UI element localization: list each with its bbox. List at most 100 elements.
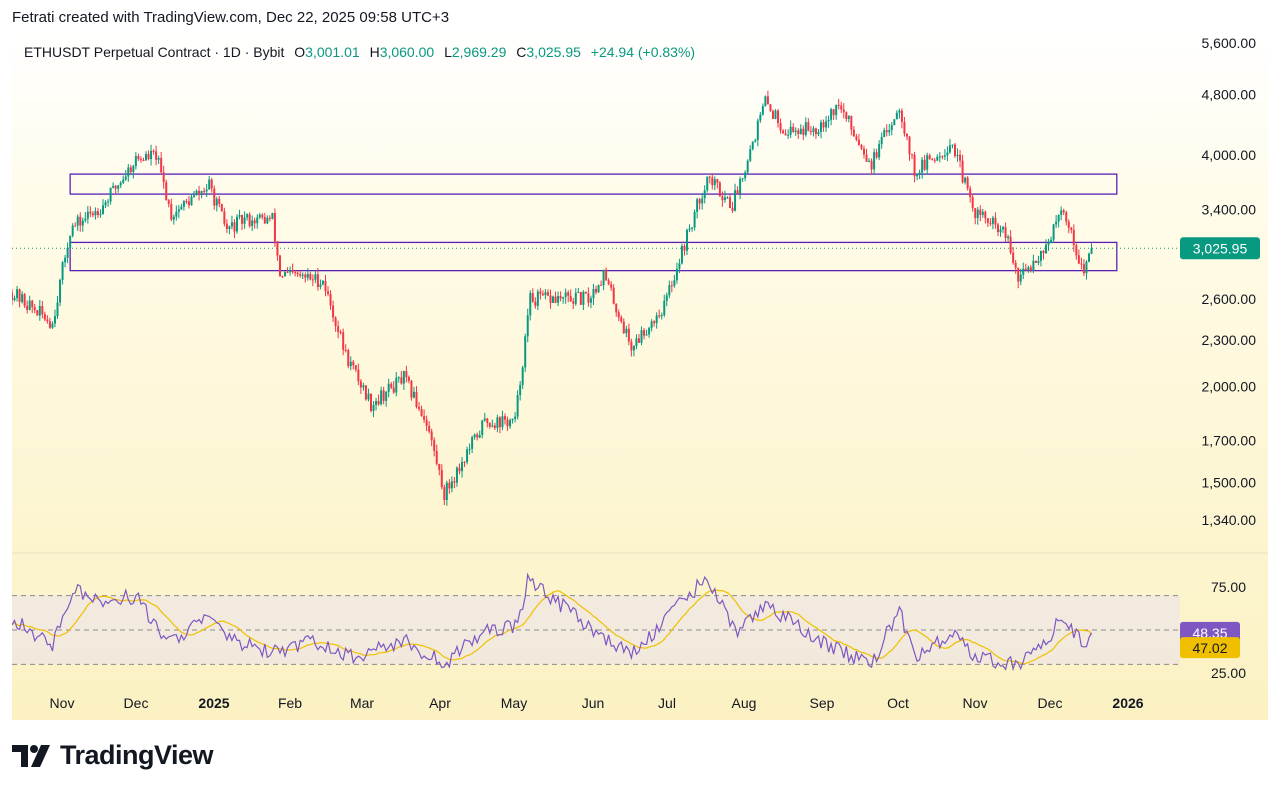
candle[interactable] (91, 211, 94, 218)
candle[interactable] (541, 290, 544, 296)
candle[interactable] (380, 386, 383, 406)
candle[interactable] (774, 109, 777, 120)
candle[interactable] (771, 109, 774, 119)
candle[interactable] (357, 363, 360, 386)
candle[interactable] (825, 115, 828, 133)
candle[interactable] (605, 267, 608, 281)
candle[interactable] (718, 181, 721, 197)
candle[interactable] (16, 285, 19, 302)
candle[interactable] (276, 241, 279, 261)
candle[interactable] (807, 118, 810, 132)
candle[interactable] (959, 149, 962, 168)
candle[interactable] (339, 329, 342, 335)
candle[interactable] (74, 222, 77, 227)
candle[interactable] (873, 148, 876, 175)
candle[interactable] (81, 217, 84, 232)
candle[interactable] (38, 300, 41, 321)
candle[interactable] (658, 309, 661, 319)
candle[interactable] (329, 290, 332, 310)
candle[interactable] (466, 446, 469, 465)
candle[interactable] (337, 320, 340, 339)
candle[interactable] (314, 270, 317, 284)
candle[interactable] (296, 271, 299, 277)
candle[interactable] (625, 325, 628, 338)
candle[interactable] (104, 200, 107, 209)
candle[interactable] (109, 187, 112, 205)
candle[interactable] (686, 228, 689, 255)
candle[interactable] (827, 115, 830, 128)
candle[interactable] (726, 196, 729, 199)
candle[interactable] (683, 243, 686, 256)
candle[interactable] (210, 177, 213, 193)
candle[interactable] (953, 142, 956, 159)
candle[interactable] (645, 329, 648, 336)
candle[interactable] (261, 213, 264, 220)
candle[interactable] (663, 294, 666, 318)
candle[interactable] (273, 208, 276, 247)
candle[interactable] (433, 437, 436, 457)
candle[interactable] (751, 141, 754, 151)
candle[interactable] (630, 338, 633, 357)
candle[interactable] (319, 279, 322, 290)
candle[interactable] (1034, 260, 1037, 264)
candle[interactable] (850, 115, 853, 136)
candle[interactable] (1065, 210, 1068, 226)
candle[interactable] (577, 287, 580, 294)
candle[interactable] (728, 194, 731, 209)
candle[interactable] (278, 254, 281, 277)
candle[interactable] (185, 198, 188, 204)
candle[interactable] (461, 457, 464, 478)
candle[interactable] (223, 207, 226, 227)
candle[interactable] (1002, 225, 1005, 234)
candle[interactable] (637, 334, 640, 344)
candle[interactable] (688, 224, 691, 233)
candle[interactable] (438, 463, 441, 476)
candle[interactable] (238, 209, 241, 220)
candle[interactable] (615, 303, 618, 317)
candle[interactable] (878, 140, 881, 161)
candle[interactable] (862, 145, 865, 159)
candle[interactable] (64, 254, 67, 268)
candle[interactable] (1037, 255, 1040, 266)
candle[interactable] (531, 288, 534, 303)
candle[interactable] (493, 422, 496, 431)
candle[interactable] (956, 148, 959, 162)
candle[interactable] (981, 208, 984, 218)
candle[interactable] (552, 295, 555, 304)
candle[interactable] (855, 133, 858, 142)
candle[interactable] (506, 416, 509, 431)
candle[interactable] (445, 480, 448, 506)
candle[interactable] (653, 320, 656, 327)
candle[interactable] (53, 309, 56, 328)
candle[interactable] (648, 326, 651, 338)
candle[interactable] (1067, 219, 1070, 234)
candle[interactable] (155, 145, 158, 166)
candle[interactable] (1090, 243, 1093, 255)
candle[interactable] (344, 344, 347, 353)
candle[interactable] (230, 215, 233, 230)
candle[interactable] (996, 222, 999, 237)
candle[interactable] (119, 181, 122, 188)
candle[interactable] (304, 272, 307, 283)
candle[interactable] (893, 119, 896, 126)
candle[interactable] (814, 127, 817, 139)
candle[interactable] (984, 210, 987, 224)
candle[interactable] (749, 145, 752, 163)
candle[interactable] (134, 152, 137, 170)
candle[interactable] (888, 124, 891, 136)
price-axis[interactable]: 5,600.00 4,800.00 4,000.00 3,400.00 2,600.00… (1180, 35, 1260, 681)
candle[interactable] (832, 108, 835, 120)
candle[interactable] (524, 333, 527, 372)
candle[interactable] (1085, 260, 1088, 280)
rsi-pane[interactable] (12, 572, 1180, 672)
candle[interactable] (458, 463, 461, 475)
candle[interactable] (400, 371, 403, 385)
candle[interactable] (584, 291, 587, 294)
candle[interactable] (99, 209, 102, 218)
candle[interactable] (347, 348, 350, 369)
candle[interactable] (286, 267, 289, 274)
candle[interactable] (241, 214, 244, 231)
candle[interactable] (1019, 268, 1022, 286)
candle[interactable] (754, 138, 757, 143)
candle[interactable] (84, 212, 87, 223)
